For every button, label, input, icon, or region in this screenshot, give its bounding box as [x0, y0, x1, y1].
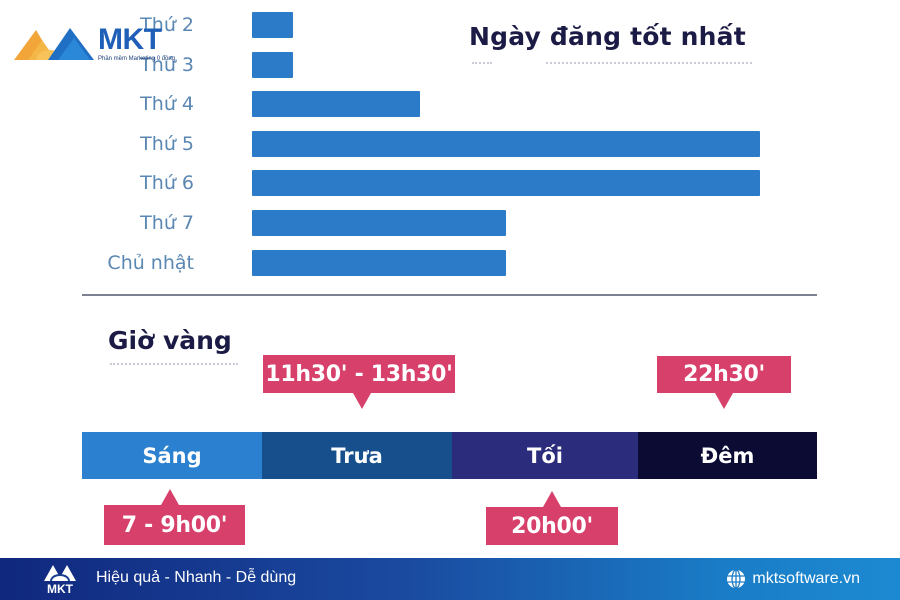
- footer-mkt-logo-icon: MKT: [44, 565, 76, 596]
- bar-tue: [252, 52, 293, 78]
- day-label-mon: Thứ 2: [140, 14, 194, 36]
- segment-noon: Trưa: [262, 432, 452, 479]
- day-label-thu: Thứ 5: [140, 133, 194, 155]
- callout-night: 22h30': [657, 356, 791, 393]
- callout-morning-pointer: [161, 489, 179, 505]
- mountain-logo-icon: [14, 28, 94, 60]
- title-underline-dots: [472, 62, 492, 64]
- footer-banner: MKT Hiệu quả - Nhanh - Dễ dùng mktsoftwa…: [0, 558, 900, 600]
- footer-website-link[interactable]: mktsoftware.vn: [726, 569, 860, 589]
- globe-icon: [727, 569, 746, 589]
- svg-text:MKT: MKT: [47, 582, 74, 596]
- bar-sun: [252, 250, 506, 276]
- title-underline-dots: [546, 62, 752, 64]
- golden-hours-title: Giờ vàng: [108, 326, 232, 355]
- callout-noon-pointer: [353, 393, 371, 409]
- segment-night: Đêm: [638, 432, 817, 479]
- bar-wed: [252, 91, 420, 117]
- day-label-sun: Chủ nhật: [107, 252, 194, 274]
- segment-evening: Tối: [452, 432, 638, 479]
- callout-noon: 11h30' - 13h30': [263, 355, 455, 393]
- day-label-wed: Thứ 4: [140, 93, 194, 115]
- segment-morning: Sáng: [82, 432, 262, 479]
- section-divider: [82, 294, 817, 296]
- chart-title: Ngày đăng tốt nhất: [469, 22, 746, 51]
- brand-name: MKT: [98, 23, 162, 56]
- callout-evening: 20h00': [486, 507, 618, 545]
- callout-evening-pointer: [543, 491, 561, 507]
- bar-mon: [252, 12, 293, 38]
- day-label-tue: Thứ 3: [140, 54, 194, 76]
- callout-morning: 7 - 9h00': [104, 505, 245, 545]
- day-label-sat: Thứ 7: [140, 212, 194, 234]
- time-of-day-timeline: Sáng Trưa Tối Đêm: [82, 432, 817, 479]
- callout-night-pointer: [715, 393, 733, 409]
- bar-fri: [252, 170, 760, 196]
- golden-hours-underline-dots: [110, 363, 238, 365]
- footer-slogan: Hiệu quả - Nhanh - Dễ dùng: [96, 569, 297, 586]
- brand-logo: MKT Phần mềm Marketing 0 đồng: [14, 24, 184, 66]
- day-label-fri: Thứ 6: [140, 172, 194, 194]
- bar-thu: [252, 131, 760, 157]
- website-url[interactable]: mktsoftware.vn: [752, 570, 860, 587]
- brand-tagline: Phần mềm Marketing 0 đồng: [98, 56, 176, 62]
- bar-sat: [252, 210, 506, 236]
